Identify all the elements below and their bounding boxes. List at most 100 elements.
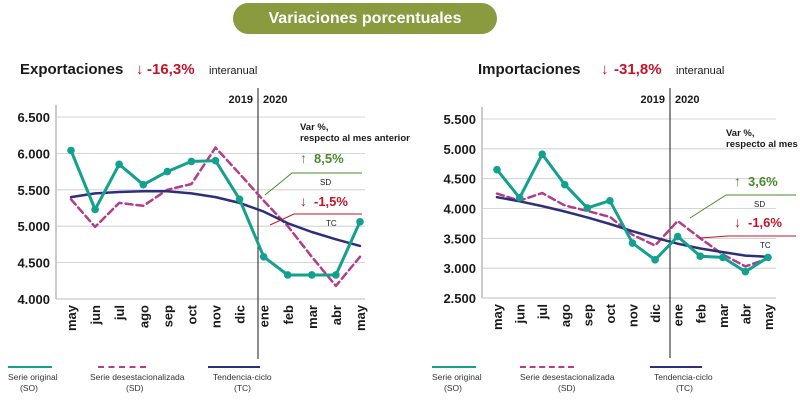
imp-series-original bbox=[495, 152, 770, 274]
imp-point-original bbox=[673, 232, 682, 241]
imp-sd-up-arrow-icon: ↑ bbox=[734, 173, 741, 189]
exp-point-original bbox=[356, 218, 364, 226]
exp-x-tick: dic bbox=[233, 305, 248, 324]
legend-tc-abbr: (TC) bbox=[234, 383, 251, 393]
exp-annotation-line2: respecto al mes anterior bbox=[300, 133, 410, 144]
imp-point-original bbox=[606, 196, 614, 205]
exp-point-original bbox=[235, 195, 244, 204]
legend-original-label: Serie original bbox=[8, 372, 58, 382]
exp-series-desestacionalizada bbox=[69, 146, 362, 288]
exp-y-tick: 5.500 bbox=[17, 183, 50, 198]
imp-year-2020: 2020 bbox=[675, 94, 699, 106]
imp-x-tick: nov bbox=[626, 303, 641, 327]
imp-x-tick: jun bbox=[513, 304, 528, 325]
exp-x-tick: sep bbox=[160, 305, 175, 327]
exp-x-tick: nov bbox=[209, 304, 224, 328]
exp-x-tick: jun bbox=[88, 305, 103, 326]
exp-point-original bbox=[283, 271, 292, 279]
exp-x-tick: ago bbox=[136, 305, 151, 328]
exp-point-original bbox=[67, 146, 75, 155]
exp-x-tick: jul bbox=[112, 305, 127, 321]
exp-down-arrow-icon: ↓ bbox=[136, 61, 144, 78]
imp-headline-change: -31,8% bbox=[614, 61, 662, 78]
legend-tc-label-2: Tendencia-ciclo bbox=[654, 372, 713, 382]
exp-headline-suffix: interanual bbox=[209, 65, 257, 77]
imp-point-original bbox=[696, 252, 705, 261]
imp-x-tick: jul bbox=[535, 304, 550, 320]
imp-y-tick: 3.000 bbox=[443, 261, 476, 276]
exp-point-original bbox=[332, 271, 340, 279]
exp-x-tick: may bbox=[64, 304, 79, 331]
exp-sd-change: 8,5% bbox=[314, 151, 344, 166]
exp-y-tick: 4.000 bbox=[17, 292, 50, 307]
imp-point-original bbox=[628, 239, 637, 247]
imp-y-tick: 2.500 bbox=[443, 291, 476, 306]
imp-tc-down-arrow-icon: ↓ bbox=[734, 214, 741, 230]
exp-tc-label: TC bbox=[326, 219, 337, 228]
imp-point-original bbox=[651, 256, 659, 264]
imp-point-original bbox=[515, 193, 524, 202]
exp-y-tick: 6.500 bbox=[17, 110, 50, 125]
imp-x-tick: may bbox=[490, 303, 505, 330]
exp-point-original bbox=[163, 167, 172, 176]
exp-y-tick: 5.000 bbox=[17, 219, 50, 234]
banner-title: Variaciones porcentuales bbox=[233, 3, 497, 34]
exp-sd-leader bbox=[264, 172, 362, 196]
imp-down-arrow-icon: ↓ bbox=[601, 61, 609, 78]
imp-tc-leader bbox=[699, 235, 796, 239]
legend-original-swatch bbox=[8, 366, 52, 368]
imp-sd-leader bbox=[689, 194, 796, 219]
exp-point-original bbox=[139, 180, 148, 189]
imp-point-original bbox=[719, 253, 727, 262]
imp-point-original bbox=[741, 267, 750, 276]
legend-original-abbr-2: (SO) bbox=[444, 383, 462, 393]
imp-x-tick: oct bbox=[603, 303, 618, 323]
imp-point-original bbox=[583, 204, 592, 212]
legend-sd-abbr: (SD) bbox=[126, 383, 144, 393]
exp-sd-up-arrow-icon: ↑ bbox=[300, 150, 307, 166]
legend-sd-abbr-2: (SD) bbox=[558, 383, 576, 393]
imp-title: Importaciones bbox=[478, 61, 581, 78]
exp-year-2020: 2020 bbox=[263, 94, 287, 106]
legend-sd-label-2: Serie desestacionalizada bbox=[520, 372, 615, 382]
imp-tc-change: -1,6% bbox=[748, 215, 782, 230]
exp-point-original bbox=[91, 205, 99, 214]
legend-tc-abbr-2: (TC) bbox=[676, 383, 693, 393]
imp-year-2019: 2019 bbox=[641, 94, 665, 106]
imp-headline-suffix: interanual bbox=[676, 65, 724, 77]
exp-tc-change: -1,5% bbox=[314, 194, 348, 209]
imp-x-tick: feb bbox=[693, 304, 708, 324]
imp-point-original bbox=[560, 180, 569, 189]
imp-point-original bbox=[538, 150, 546, 159]
imp-x-tick: may bbox=[761, 303, 776, 330]
exp-headline-change: -16,3% bbox=[147, 61, 195, 78]
legend-original-label-2: Serie original bbox=[432, 372, 482, 382]
imp-y-tick: 5.000 bbox=[443, 142, 476, 157]
exp-x-tick: abr bbox=[329, 305, 344, 325]
exp-x-tick: mar bbox=[305, 305, 320, 329]
exp-x-tick: ene bbox=[257, 305, 272, 327]
imp-x-tick: mar bbox=[716, 304, 731, 328]
exp-tc-leader bbox=[269, 213, 362, 226]
exp-x-tick: oct bbox=[184, 304, 199, 324]
imp-x-tick: ago bbox=[558, 304, 573, 327]
imp-point-original bbox=[493, 165, 501, 174]
exp-y-tick: 6.000 bbox=[17, 146, 50, 161]
imp-y-tick: 3.500 bbox=[443, 231, 476, 246]
imp-x-tick: dic bbox=[648, 304, 663, 323]
exp-tc-down-arrow-icon: ↓ bbox=[300, 193, 307, 209]
exp-sd-label: SD bbox=[320, 178, 331, 187]
exp-year-2019: 2019 bbox=[229, 94, 253, 106]
imp-point-original bbox=[764, 253, 772, 262]
exp-series-original bbox=[69, 149, 362, 277]
exp-point-original bbox=[211, 156, 220, 165]
imp-annotation-line1: Var %, bbox=[726, 128, 755, 139]
imp-x-tick: sep bbox=[580, 304, 595, 326]
legend-original-abbr: (SO) bbox=[20, 383, 38, 393]
exp-y-tick: 4.500 bbox=[17, 256, 50, 271]
exp-point-original bbox=[115, 160, 123, 169]
legend-sd-label: Serie desestacionalizada bbox=[90, 372, 185, 382]
legend-sd-swatch bbox=[98, 366, 146, 368]
imp-y-tick: 5.500 bbox=[443, 112, 476, 127]
